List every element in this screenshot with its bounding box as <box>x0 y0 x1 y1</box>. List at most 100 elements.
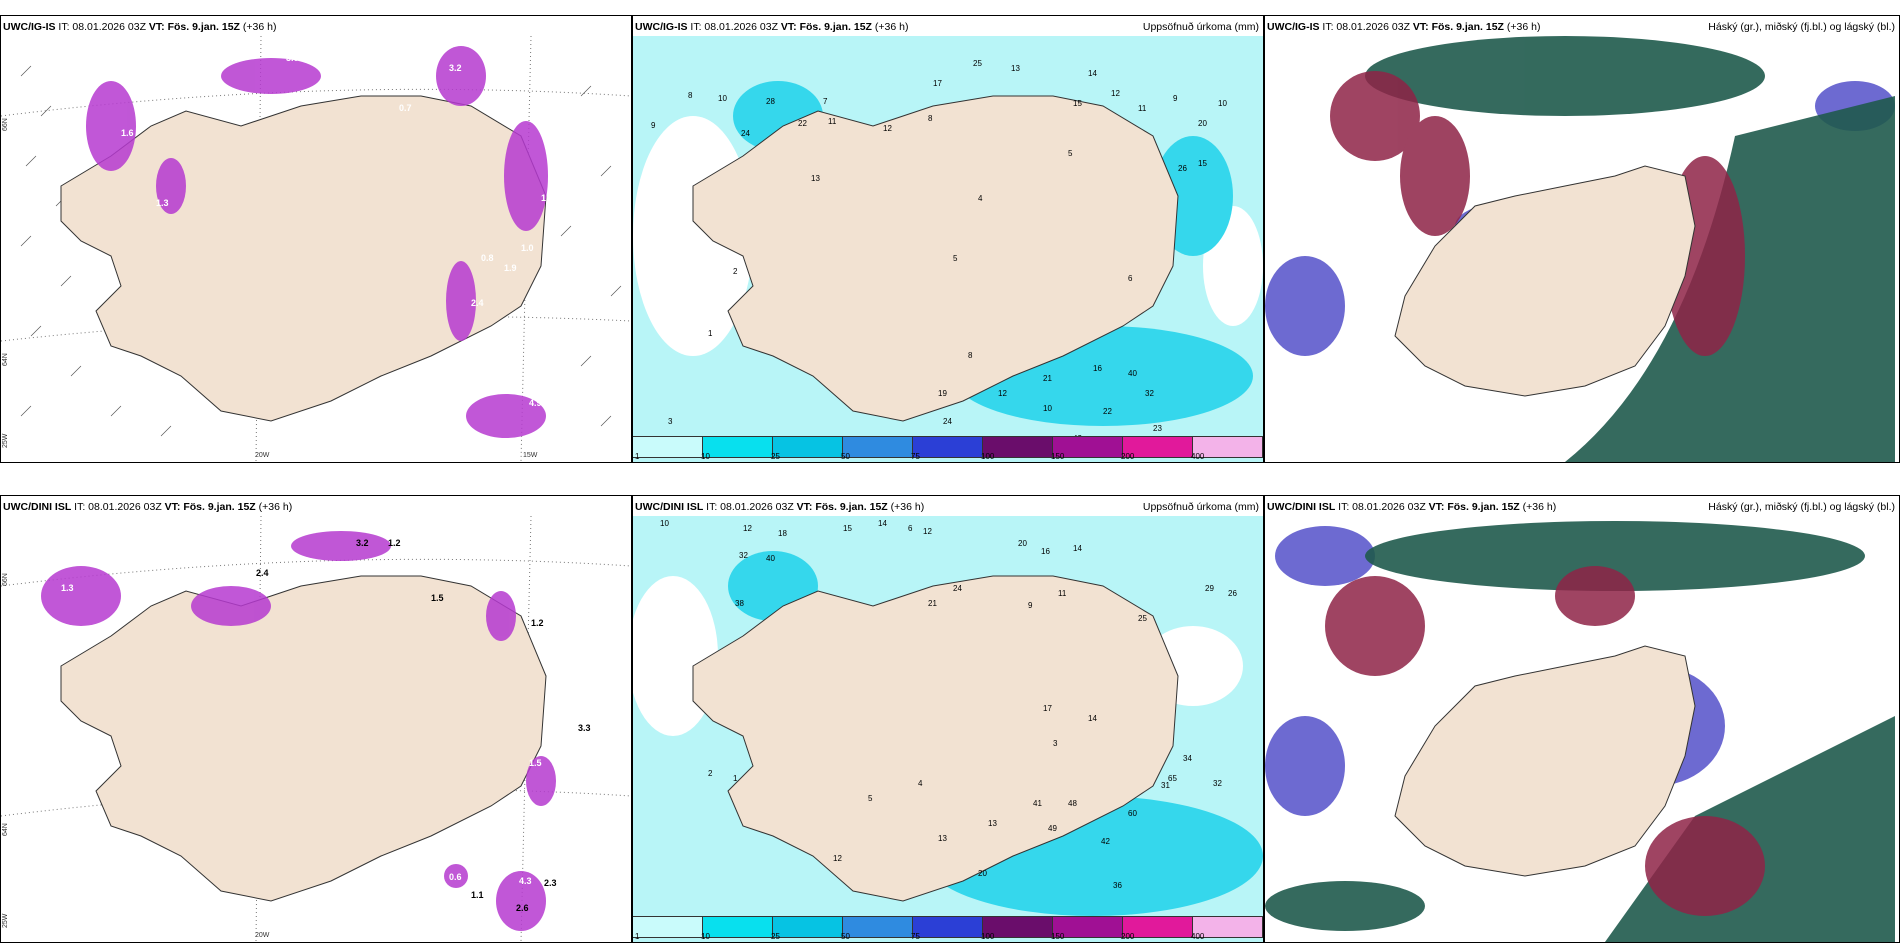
precip-color-scale <box>633 436 1263 458</box>
panel-igis-cloud: UWC/IG-IS IT: 08.01.2026 03Z VT: Fös. 9.… <box>1264 15 1900 463</box>
svg-text:20: 20 <box>1018 539 1027 548</box>
svg-text:60: 60 <box>1128 809 1137 818</box>
svg-text:17: 17 <box>1043 704 1052 713</box>
svg-text:14: 14 <box>1088 69 1097 78</box>
svg-text:20: 20 <box>978 869 987 878</box>
svg-text:24: 24 <box>741 129 750 138</box>
svg-text:1: 1 <box>733 774 738 783</box>
svg-text:0.7: 0.7 <box>399 103 412 113</box>
svg-text:8: 8 <box>968 351 973 360</box>
svg-text:15: 15 <box>1073 99 1082 108</box>
precipitation-map: 10 12 18 15 14 6 12 20 16 14 11 9 29 26 … <box>633 516 1263 942</box>
svg-text:12: 12 <box>998 389 1007 398</box>
svg-text:3: 3 <box>668 417 673 426</box>
svg-text:16: 16 <box>1041 547 1050 556</box>
svg-text:1.6: 1.6 <box>121 128 134 138</box>
panel-igis-precip: UWC/IG-IS IT: 08.01.2026 03Z VT: Fös. 9.… <box>632 15 1264 463</box>
svg-text:2: 2 <box>733 267 738 276</box>
panel-header: UWC/DINI ISL IT: 08.01.2026 03Z VT: Fös.… <box>635 501 1259 513</box>
svg-text:2: 2 <box>708 769 713 778</box>
lat-label: 64N <box>2 353 9 366</box>
svg-text:3.2: 3.2 <box>356 538 369 548</box>
svg-text:10: 10 <box>718 94 727 103</box>
svg-text:5: 5 <box>868 794 873 803</box>
svg-text:12: 12 <box>923 527 932 536</box>
svg-text:13: 13 <box>1011 64 1020 73</box>
svg-text:20: 20 <box>1198 119 1207 128</box>
svg-text:14: 14 <box>1088 714 1097 723</box>
iceland-land <box>692 575 1179 902</box>
svg-text:1.3: 1.3 <box>61 583 74 593</box>
svg-text:2.6: 2.6 <box>516 903 529 913</box>
svg-text:12: 12 <box>743 524 752 533</box>
svg-text:15: 15 <box>843 524 852 533</box>
svg-text:15: 15 <box>1198 159 1207 168</box>
svg-text:18: 18 <box>778 529 787 538</box>
svg-text:22: 22 <box>798 119 807 128</box>
svg-text:14: 14 <box>878 519 887 528</box>
panel-dini-cloud: UWC/DINI ISL IT: 08.01.2026 03Z VT: Fös.… <box>1264 495 1900 943</box>
cloud-cover-map <box>1265 516 1895 942</box>
svg-text:9: 9 <box>651 121 656 130</box>
svg-text:21: 21 <box>928 599 937 608</box>
svg-text:4: 4 <box>978 194 983 203</box>
svg-text:36: 36 <box>1113 881 1122 890</box>
svg-text:19: 19 <box>938 389 947 398</box>
svg-text:32: 32 <box>739 551 748 560</box>
svg-text:1.3: 1.3 <box>156 198 169 208</box>
svg-text:3.2: 3.2 <box>449 63 462 73</box>
svg-text:17: 17 <box>933 79 942 88</box>
svg-text:10: 10 <box>660 519 669 528</box>
svg-text:10: 10 <box>1043 404 1052 413</box>
svg-text:14: 14 <box>1073 544 1082 553</box>
svg-text:11: 11 <box>828 117 837 126</box>
svg-text:3: 3 <box>1053 739 1058 748</box>
svg-text:3.0: 3.0 <box>286 53 299 63</box>
svg-text:25: 25 <box>973 59 982 68</box>
svg-text:1.9: 1.9 <box>504 263 517 273</box>
scale-ticks: 1 10 25 50 75 100 150 200 400 <box>635 932 1205 941</box>
svg-text:16: 16 <box>1093 364 1102 373</box>
svg-text:12: 12 <box>833 854 842 863</box>
panel-header: UWC/IG-IS IT: 08.01.2026 03Z VT: Fös. 9.… <box>1267 21 1895 33</box>
svg-text:3.3: 3.3 <box>578 723 591 733</box>
svg-text:1.5: 1.5 <box>529 758 542 768</box>
panel-dini-precip: UWC/DINI ISL IT: 08.01.2026 03Z VT: Fös.… <box>632 495 1264 943</box>
svg-text:12: 12 <box>1111 89 1120 98</box>
svg-text:24: 24 <box>943 417 952 426</box>
svg-text:29: 29 <box>1205 584 1214 593</box>
cloud-cover-map <box>1265 36 1895 462</box>
svg-text:1: 1 <box>708 329 713 338</box>
svg-text:13: 13 <box>938 834 947 843</box>
panel-header: UWC/DINI ISL IT: 08.01.2026 03Z VT: Fös.… <box>1267 501 1895 513</box>
svg-text:4: 4 <box>918 779 923 788</box>
svg-text:32: 32 <box>1213 779 1222 788</box>
svg-text:1.5: 1.5 <box>431 593 444 603</box>
value-labels: 3.0 3.2 0.7 1.9 1.0 0.8 2.4 4.9 1.6 1.3 … <box>121 53 564 448</box>
lat-label: 66N <box>2 118 9 131</box>
panel-dini-phase: UWC/DINI ISL IT: 08.01.2026 03Z VT: Fös.… <box>0 495 632 943</box>
svg-text:5: 5 <box>1068 149 1073 158</box>
svg-text:1.2: 1.2 <box>531 618 544 628</box>
svg-text:0.6: 0.6 <box>449 872 462 882</box>
svg-text:41: 41 <box>1033 799 1042 808</box>
svg-text:4.9: 4.9 <box>529 398 542 408</box>
svg-text:40: 40 <box>1128 369 1137 378</box>
iceland-land <box>692 95 1179 422</box>
svg-text:11: 11 <box>1058 589 1067 598</box>
iceland-land <box>60 575 547 902</box>
svg-text:25: 25 <box>1138 614 1147 623</box>
phase-contours <box>86 46 548 438</box>
svg-text:13: 13 <box>811 174 820 183</box>
precip-color-scale <box>633 916 1263 938</box>
svg-text:8: 8 <box>688 91 693 100</box>
iceland-land <box>1394 645 1696 877</box>
svg-text:21: 21 <box>1043 374 1052 383</box>
scale-ticks: 1 10 25 50 75 100 150 200 400 <box>635 452 1205 461</box>
precip-phase-map: 3.0 3.2 0.7 1.9 1.0 0.8 2.4 4.9 1.6 1.3 … <box>1 36 631 462</box>
svg-text:10: 10 <box>1218 99 1227 108</box>
svg-text:11: 11 <box>1138 104 1147 113</box>
svg-text:48: 48 <box>1068 799 1077 808</box>
svg-text:2.4: 2.4 <box>471 298 484 308</box>
svg-text:3.4: 3.4 <box>551 373 564 383</box>
